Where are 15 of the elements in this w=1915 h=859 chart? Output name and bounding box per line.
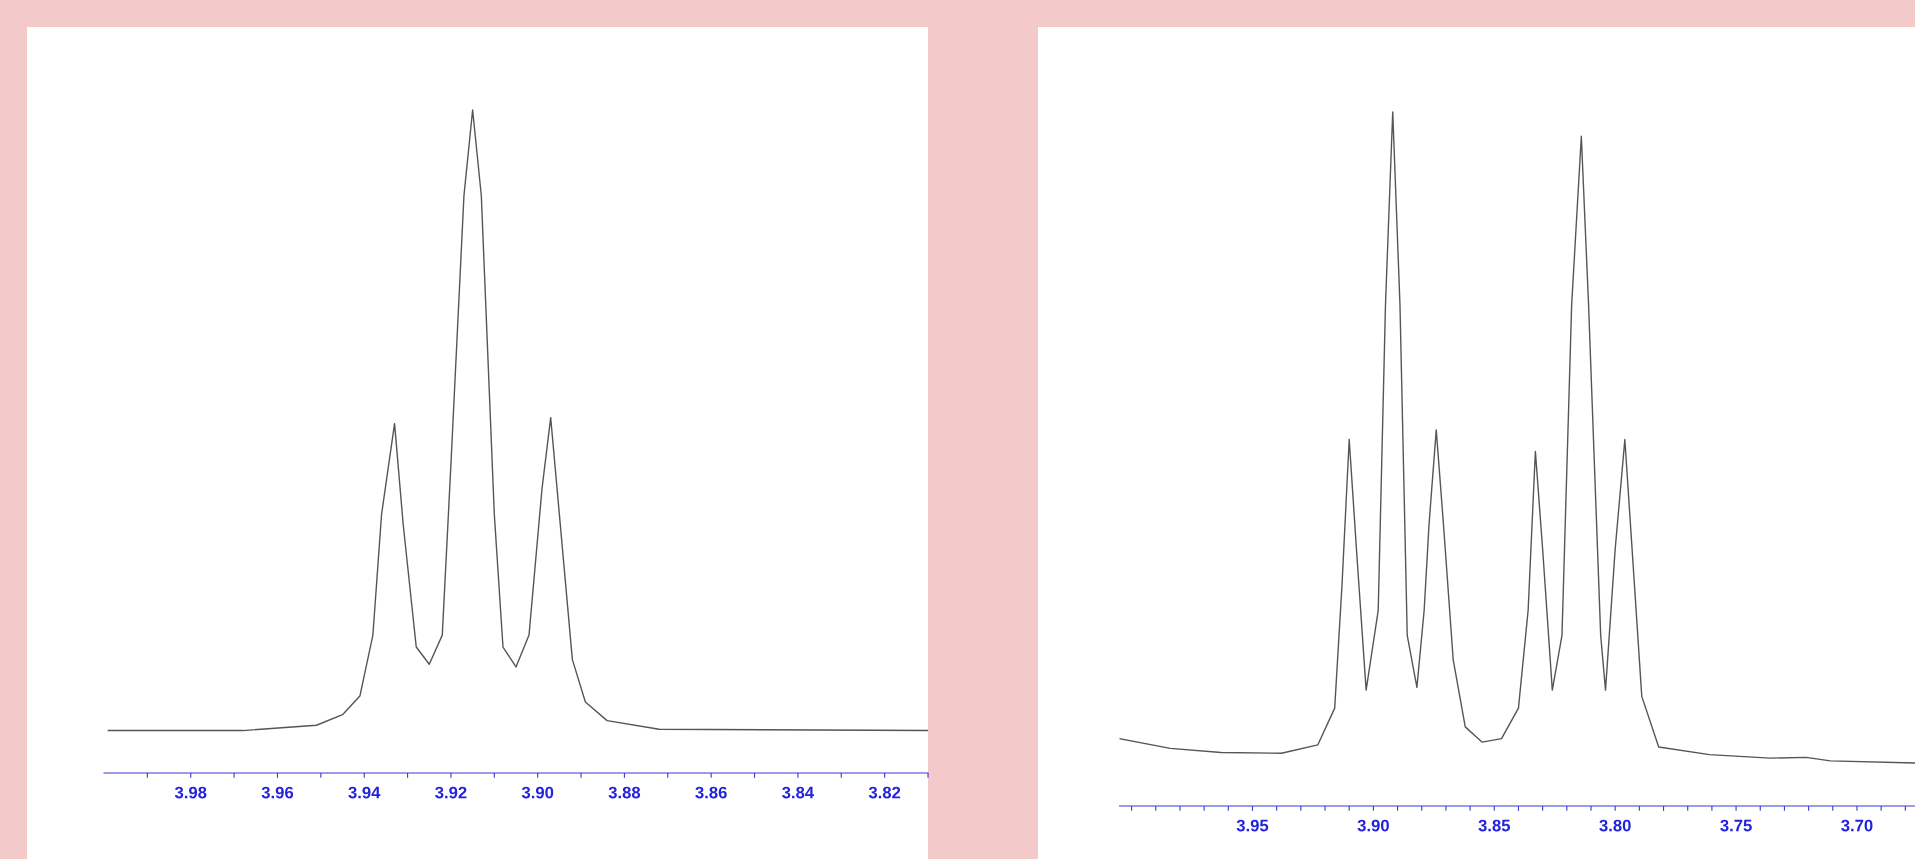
x-tick-label: 3.90	[521, 786, 554, 799]
x-tick-label: 3.90	[1357, 819, 1389, 832]
x-tick-label: 3.85	[1478, 819, 1511, 832]
x-tick-label: 3.70	[1841, 819, 1873, 832]
x-tick-label: 3.94	[348, 786, 381, 799]
x-tick-label: 3.98	[174, 786, 207, 799]
x-tick-label: 3.84	[782, 786, 815, 799]
x-tick-label: 3.82	[868, 786, 901, 799]
x-tick-label: 3.80	[1599, 819, 1631, 832]
x-tick-label: 3.92	[435, 786, 467, 799]
x-tick-label: 3.95	[1236, 819, 1269, 832]
x-tick-label: 3.88	[608, 786, 641, 799]
x-tick-label: 3.75	[1720, 819, 1752, 832]
x-tick-label: 3.96	[261, 786, 294, 799]
x-tick-label: 3.86	[695, 786, 727, 799]
